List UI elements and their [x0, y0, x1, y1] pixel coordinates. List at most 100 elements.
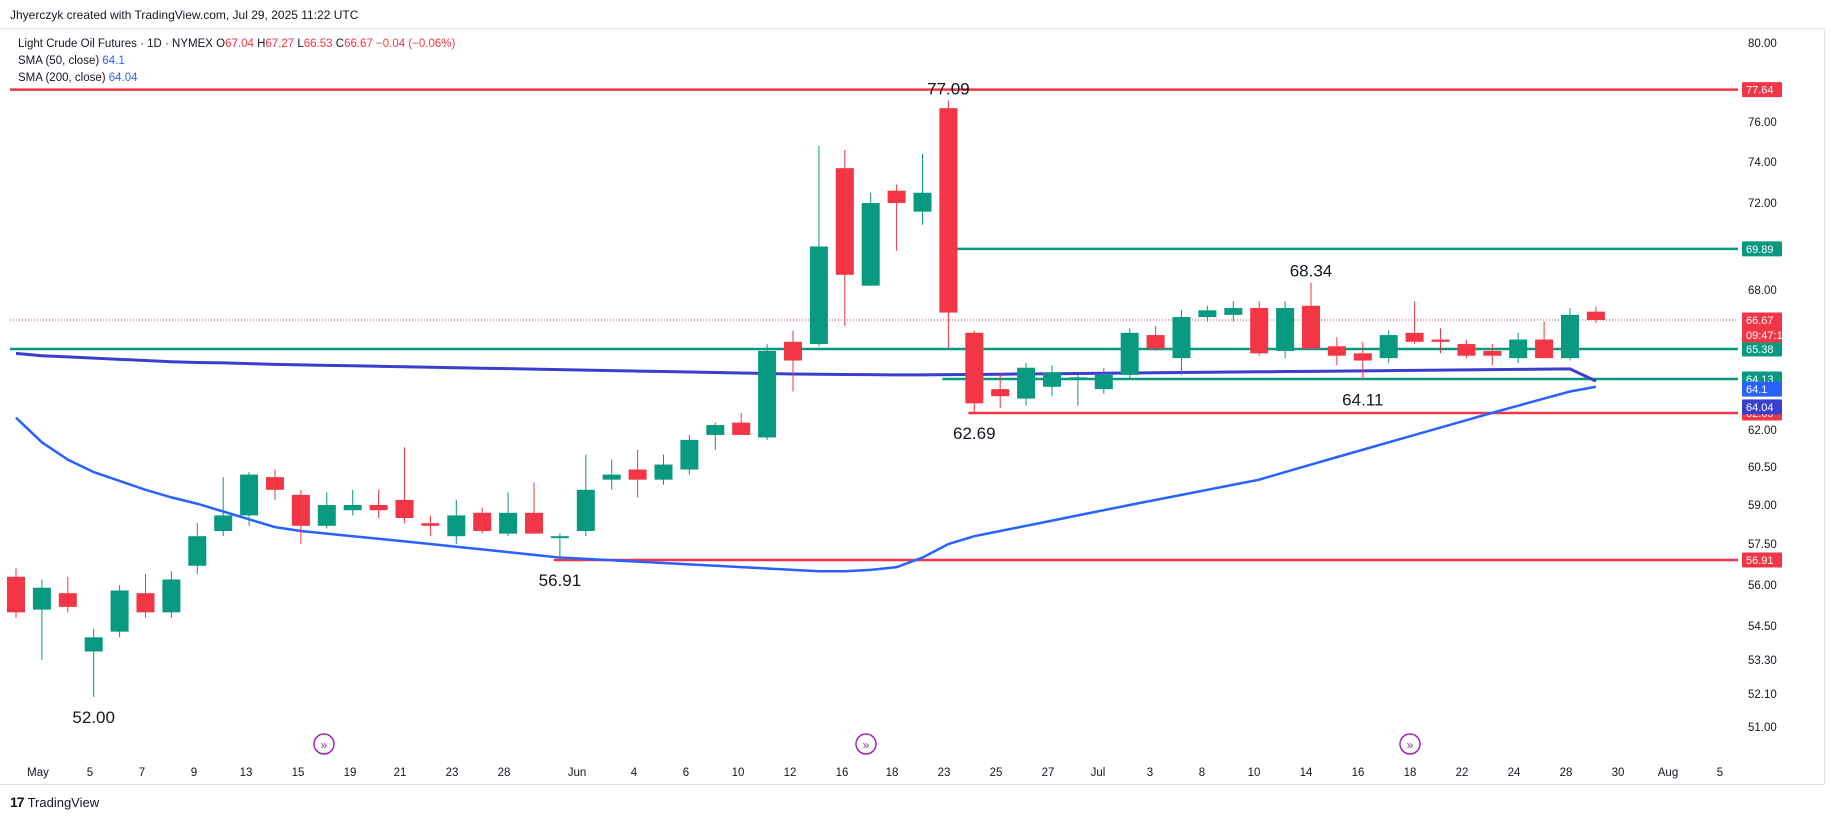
candle-body — [1017, 367, 1036, 399]
level-price-tag — [1742, 341, 1782, 357]
candle-body — [1068, 377, 1087, 380]
level-price-tag-text: 56.91 — [1746, 555, 1774, 567]
candle-body — [1586, 311, 1605, 320]
event-marker-icon: » — [321, 738, 328, 752]
candle-body — [1431, 339, 1450, 342]
x-tick-label: 24 — [1508, 767, 1521, 779]
x-tick-label: 23 — [446, 767, 459, 779]
price-tag — [1742, 312, 1782, 343]
candle-body — [162, 579, 181, 613]
price-annotation: 64.11 — [1342, 390, 1383, 409]
event-marker-icon — [855, 733, 877, 755]
y-tick-label: 57.50 — [1748, 539, 1777, 551]
price-annotation: 68.34 — [1290, 262, 1333, 281]
open-value: 67.04 — [225, 38, 254, 50]
candle-body — [188, 536, 207, 566]
candle-body — [1379, 335, 1398, 359]
x-tick-label: 19 — [344, 767, 357, 779]
candle-body — [32, 587, 51, 610]
candle-body — [991, 389, 1010, 397]
close-value: 66.67 — [344, 38, 373, 50]
candle-body — [1457, 344, 1476, 356]
candle-body — [1224, 308, 1243, 315]
symbol-label[interactable]: Light Crude Oil Futures · 1D · NYMEX — [18, 38, 213, 50]
open-label: O — [216, 38, 226, 50]
y-tick-label: 59.00 — [1748, 500, 1777, 512]
level-price-tag — [1742, 82, 1782, 98]
tradingview-brand-text: TradingView — [27, 794, 100, 810]
candle-body — [7, 576, 25, 613]
candle-body — [732, 422, 751, 435]
candle-body — [835, 168, 854, 275]
price-annotation: 77.09 — [927, 79, 970, 98]
candle-body — [1535, 339, 1554, 359]
level-price-tag — [1742, 241, 1782, 257]
x-tick-label: 10 — [1248, 767, 1261, 779]
candle-body — [1483, 350, 1502, 356]
x-tick-label: 4 — [631, 767, 638, 779]
high-value: 67.27 — [265, 38, 295, 50]
candle-body — [58, 593, 77, 607]
tradingview-branding[interactable]: 17 TradingView — [10, 794, 99, 810]
candle-body — [395, 499, 414, 518]
candle-body — [628, 469, 647, 480]
x-tick-label: Jun — [568, 767, 587, 779]
chart-legend: Light Crude Oil Futures · 1D · NYMEX O67… — [18, 36, 455, 87]
x-tick-label: 28 — [1560, 767, 1573, 779]
candle-body — [1120, 332, 1139, 375]
candle-body — [317, 505, 336, 526]
low-label: L — [297, 38, 304, 50]
y-tick-label: 76.00 — [1748, 117, 1777, 129]
candle-body — [266, 477, 284, 490]
x-tick-label: 7 — [139, 767, 145, 779]
x-tick-label: 18 — [1404, 767, 1417, 779]
sma50-label: SMA (50, close) — [18, 55, 100, 67]
candle-body — [576, 489, 595, 531]
x-tick-label: 21 — [394, 767, 407, 779]
candle-body — [861, 203, 880, 286]
x-tick-label: 30 — [1612, 767, 1625, 779]
candle-body — [913, 192, 932, 212]
candle-body — [1327, 346, 1346, 356]
price-tag-text: 66.67 — [1746, 315, 1774, 327]
tradingview-logo-icon: 17 — [10, 794, 25, 810]
sma200-label: SMA (200, close) — [18, 72, 106, 84]
chart-frame[interactable] — [0, 28, 1825, 785]
x-tick-label: May — [27, 767, 49, 779]
y-tick-label: 62.00 — [1748, 425, 1777, 437]
candle-body — [110, 590, 129, 632]
event-marker-icon: » — [1407, 738, 1414, 752]
y-tick-label: 53.30 — [1748, 655, 1777, 667]
candle-body — [473, 512, 492, 531]
candle-body — [499, 512, 518, 534]
y-tick-label: 80.00 — [1748, 38, 1777, 50]
x-tick-label: 15 — [292, 767, 305, 779]
price-chart[interactable]: 80.0076.0074.0072.0070.0068.0066.0064.00… — [0, 0, 1835, 790]
x-tick-label: Aug — [1658, 767, 1678, 779]
y-tick-label: 72.00 — [1748, 198, 1777, 210]
x-tick-label: 9 — [191, 767, 197, 779]
candle-body — [1172, 317, 1191, 359]
price-annotation: 62.69 — [953, 424, 996, 443]
candle-body — [214, 515, 233, 531]
sma50-row[interactable]: SMA (50, close) 64.1 — [18, 53, 455, 70]
y-tick-label: 54.50 — [1748, 621, 1777, 633]
y-tick-label: 60.50 — [1748, 462, 1777, 474]
x-tick-label: 14 — [1300, 767, 1313, 779]
sma200-row[interactable]: SMA (200, close) 64.04 — [18, 70, 455, 87]
x-tick-label: 16 — [836, 767, 849, 779]
close-label: C — [335, 38, 345, 50]
candle-body — [939, 108, 958, 313]
level-price-tag — [1742, 552, 1782, 568]
level-price-tag-text: 69.89 — [1746, 244, 1774, 256]
price-annotation: 52.00 — [72, 708, 115, 727]
candle-body — [706, 425, 725, 435]
candle-body — [809, 246, 828, 345]
candle-body — [1302, 305, 1320, 349]
candle-body — [1250, 308, 1269, 354]
y-tick-label: 68.00 — [1748, 285, 1777, 297]
low-value: 66.53 — [303, 38, 333, 50]
event-marker-icon: » — [863, 738, 870, 752]
candle-body — [758, 350, 777, 438]
x-tick-label: 25 — [990, 767, 1003, 779]
